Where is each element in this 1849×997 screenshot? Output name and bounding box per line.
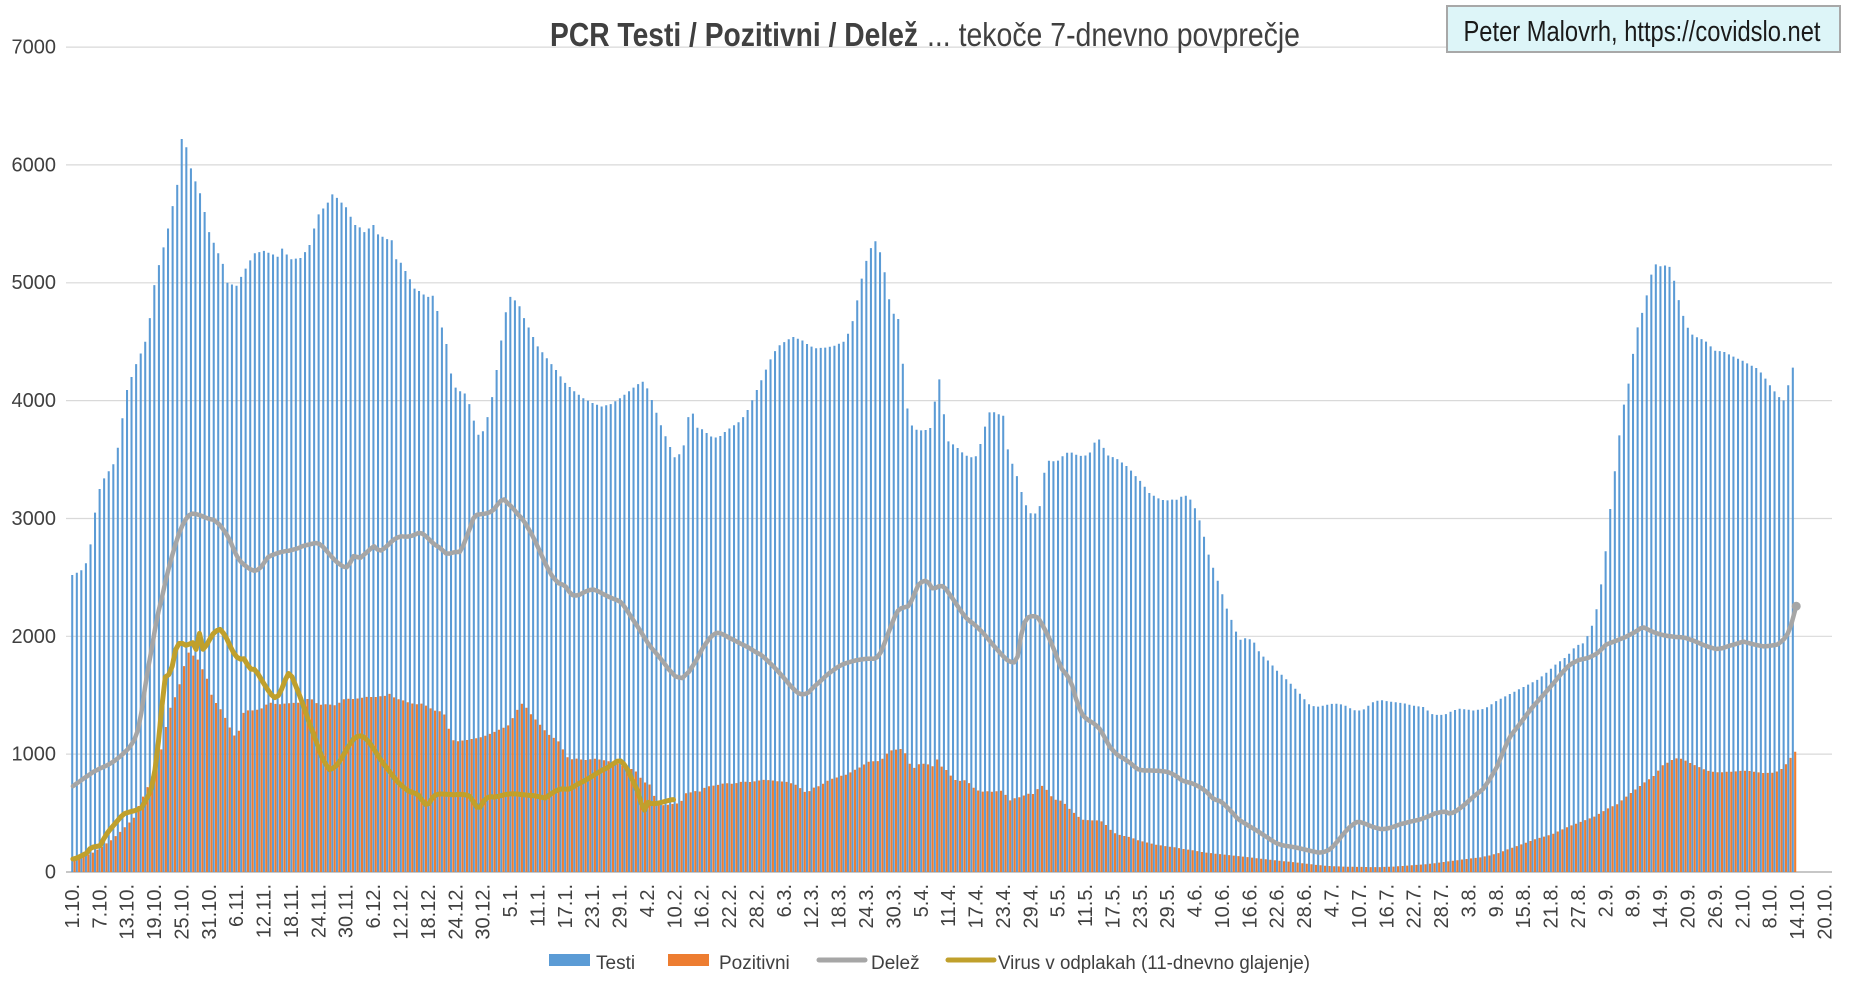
svg-text:11.4.: 11.4. [938, 884, 960, 927]
svg-text:28.2.: 28.2. [747, 884, 769, 928]
svg-text:Testi: Testi [596, 953, 635, 974]
svg-text:24.11.: 24.11. [308, 884, 330, 938]
svg-text:21.8.: 21.8. [1541, 884, 1563, 928]
svg-text:3.8.: 3.8. [1458, 884, 1480, 917]
svg-text:22.6.: 22.6. [1267, 884, 1289, 928]
svg-text:27.8.: 27.8. [1568, 884, 1590, 928]
svg-text:17.1.: 17.1. [555, 884, 577, 928]
svg-text:14.10.: 14.10. [1787, 884, 1809, 940]
svg-text:17.4.: 17.4. [966, 884, 988, 928]
svg-text:14.9.: 14.9. [1650, 884, 1672, 928]
svg-text:10.6.: 10.6. [1212, 884, 1234, 928]
svg-text:29.1.: 29.1. [610, 884, 632, 928]
svg-text:22.7.: 22.7. [1404, 884, 1426, 928]
svg-text:4.6.: 4.6. [1185, 884, 1207, 917]
svg-text:29.5.: 29.5. [1157, 884, 1179, 928]
svg-text:10.2.: 10.2. [664, 884, 686, 928]
svg-text:6.12.: 6.12. [363, 884, 385, 928]
svg-text:16.2.: 16.2. [692, 884, 714, 928]
svg-text:26.9.: 26.9. [1705, 884, 1727, 928]
svg-text:30.12.: 30.12. [473, 884, 495, 940]
svg-text:22.2.: 22.2. [719, 884, 741, 928]
svg-text:23.4.: 23.4. [993, 884, 1015, 928]
svg-text:31.10.: 31.10. [199, 884, 221, 940]
svg-text:20.9.: 20.9. [1678, 884, 1700, 928]
svg-text:6.3.: 6.3. [774, 884, 796, 917]
svg-text:4.2.: 4.2. [637, 884, 659, 917]
svg-text:28.7.: 28.7. [1431, 884, 1453, 928]
svg-text:29.4.: 29.4. [1020, 884, 1042, 928]
svg-text:... tekoče 7-dnevno povprečje: ... tekoče 7-dnevno povprečje [927, 16, 1300, 53]
svg-text:24.3.: 24.3. [856, 884, 878, 928]
svg-text:11.1.: 11.1. [527, 884, 549, 927]
svg-text:3000: 3000 [12, 508, 57, 530]
svg-text:19.10.: 19.10. [144, 884, 166, 940]
svg-text:30.11.: 30.11. [336, 884, 358, 938]
svg-text:5.5.: 5.5. [1048, 884, 1070, 917]
svg-text:2.9.: 2.9. [1595, 884, 1617, 917]
svg-text:PCR Testi / Pozitivni / Delež: PCR Testi / Pozitivni / Delež [550, 16, 918, 53]
svg-text:28.6.: 28.6. [1294, 884, 1316, 928]
svg-text:10.7.: 10.7. [1349, 884, 1371, 928]
svg-text:Delež: Delež [871, 953, 920, 974]
svg-text:5000: 5000 [12, 272, 57, 294]
svg-text:17.5.: 17.5. [1102, 884, 1124, 928]
svg-text:6000: 6000 [12, 154, 57, 176]
svg-text:12.3.: 12.3. [801, 884, 823, 928]
svg-text:8.10.: 8.10. [1760, 884, 1782, 928]
svg-text:25.10.: 25.10. [171, 884, 193, 940]
svg-text:13.10.: 13.10. [117, 884, 139, 940]
svg-text:7000: 7000 [12, 37, 57, 59]
svg-text:1000: 1000 [12, 744, 57, 766]
svg-text:2000: 2000 [12, 626, 57, 648]
svg-text:1.10.: 1.10. [62, 884, 84, 928]
svg-text:6.11.: 6.11. [226, 884, 248, 927]
svg-text:12.11.: 12.11. [254, 884, 276, 938]
svg-text:Peter Malovrh, https://covidsl: Peter Malovrh, https://covidslo.net [1464, 16, 1821, 48]
svg-text:4.7.: 4.7. [1322, 884, 1344, 917]
svg-text:15.8.: 15.8. [1513, 884, 1535, 928]
svg-text:Pozitivni: Pozitivni [719, 953, 790, 974]
svg-text:16.6.: 16.6. [1239, 884, 1261, 928]
svg-text:18.11.: 18.11. [281, 884, 303, 938]
svg-text:12.12.: 12.12. [391, 884, 413, 940]
svg-text:0: 0 [45, 862, 56, 884]
svg-text:5.1.: 5.1. [500, 884, 522, 917]
svg-text:18.3.: 18.3. [829, 884, 851, 928]
svg-text:8.9.: 8.9. [1623, 884, 1645, 917]
svg-text:18.12.: 18.12. [418, 884, 440, 940]
svg-text:2.10.: 2.10. [1732, 884, 1754, 928]
svg-text:30.3.: 30.3. [883, 884, 905, 928]
svg-text:Virus v odplakah (11-dnevno gl: Virus v odplakah (11-dnevno glajenje) [998, 953, 1310, 974]
svg-text:11.5.: 11.5. [1075, 884, 1097, 927]
svg-text:20.10.: 20.10. [1814, 884, 1836, 940]
svg-text:23.1.: 23.1. [582, 884, 604, 928]
svg-text:24.12.: 24.12. [445, 884, 467, 940]
svg-text:16.7.: 16.7. [1376, 884, 1398, 928]
svg-text:23.5.: 23.5. [1130, 884, 1152, 928]
svg-text:4000: 4000 [12, 390, 57, 412]
svg-text:9.8.: 9.8. [1486, 884, 1508, 917]
svg-text:7.10.: 7.10. [89, 884, 111, 928]
svg-text:5.4.: 5.4. [911, 884, 933, 917]
